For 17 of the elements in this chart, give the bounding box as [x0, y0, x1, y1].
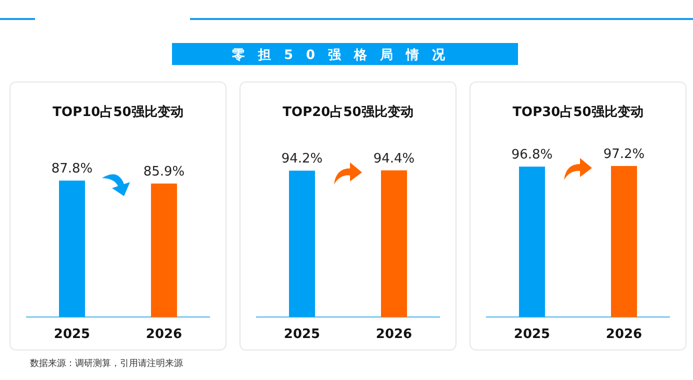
data-label: 97.2%: [603, 147, 645, 162]
x-tick-label: 2025: [54, 327, 90, 342]
data-label: 96.8%: [511, 148, 553, 163]
data-label: 94.2%: [281, 152, 323, 167]
source-note: 数据来源：调研测算，引用请注明来源: [30, 358, 183, 369]
chart-title: TOP10占50强比变动: [52, 104, 184, 120]
x-tick-label: 2026: [376, 327, 412, 342]
x-tick-label: 2025: [284, 327, 320, 342]
data-label: 87.8%: [51, 162, 93, 177]
chart-title: TOP30占50强比变动: [512, 104, 644, 120]
x-tick-label: 2026: [146, 327, 182, 342]
x-tick-label: 2025: [514, 327, 550, 342]
data-label: 85.9%: [143, 164, 185, 180]
data-label: 94.4%: [373, 151, 415, 166]
chart-title: TOP20占50强比变动: [282, 104, 414, 120]
x-tick-label: 2026: [606, 327, 642, 342]
text: 零担50强格局情况: [230, 48, 458, 63]
